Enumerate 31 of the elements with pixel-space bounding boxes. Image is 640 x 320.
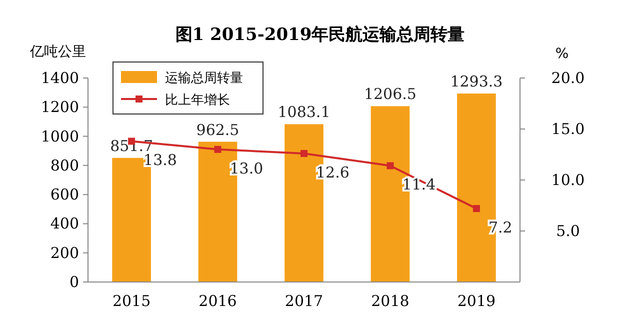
y2-tick-label: 5.0 <box>556 222 580 240</box>
y2-tick-label: 10.0 <box>551 171 585 189</box>
x-tick-label: 2018 <box>371 292 410 310</box>
y-tick-label: 1000 <box>40 127 79 146</box>
y-axis-title: 亿吨公里 <box>29 44 86 60</box>
y-tick-label: 200 <box>50 244 79 262</box>
point <box>472 205 480 212</box>
point <box>300 150 308 157</box>
legend-label: 运输总周转量 <box>165 71 243 86</box>
data-label: 1083.1 <box>278 103 330 122</box>
y-tick-label: 1200 <box>40 98 79 116</box>
x-tick-label: 2016 <box>198 292 237 310</box>
y-tick-label: 400 <box>50 214 79 233</box>
y-tick-label: 1400 <box>40 69 79 87</box>
data-label: 13.8 <box>144 151 177 170</box>
data-label: 962.5 <box>196 120 240 139</box>
chart-title: 图1 2015-2019年民航运输总周转量 <box>175 25 465 45</box>
y-tick-label: 600 <box>50 186 79 204</box>
x-tick-label: 2017 <box>284 292 324 310</box>
y-tick-label: 0 <box>69 273 79 291</box>
y2-tick-label: 15.0 <box>551 120 585 138</box>
y2-tick-label: 20.0 <box>551 69 585 87</box>
y2-axis-title: % <box>555 46 569 62</box>
data-label: 1293.3 <box>450 72 503 91</box>
point <box>214 146 222 153</box>
x-tick-label: 2019 <box>457 292 496 310</box>
legend-label: 比上年增长 <box>165 93 230 108</box>
x-tick-label: 2015 <box>112 292 151 310</box>
y-tick-label: 800 <box>50 156 79 174</box>
data-label: 1206.5 <box>364 85 416 104</box>
point <box>386 162 394 170</box>
